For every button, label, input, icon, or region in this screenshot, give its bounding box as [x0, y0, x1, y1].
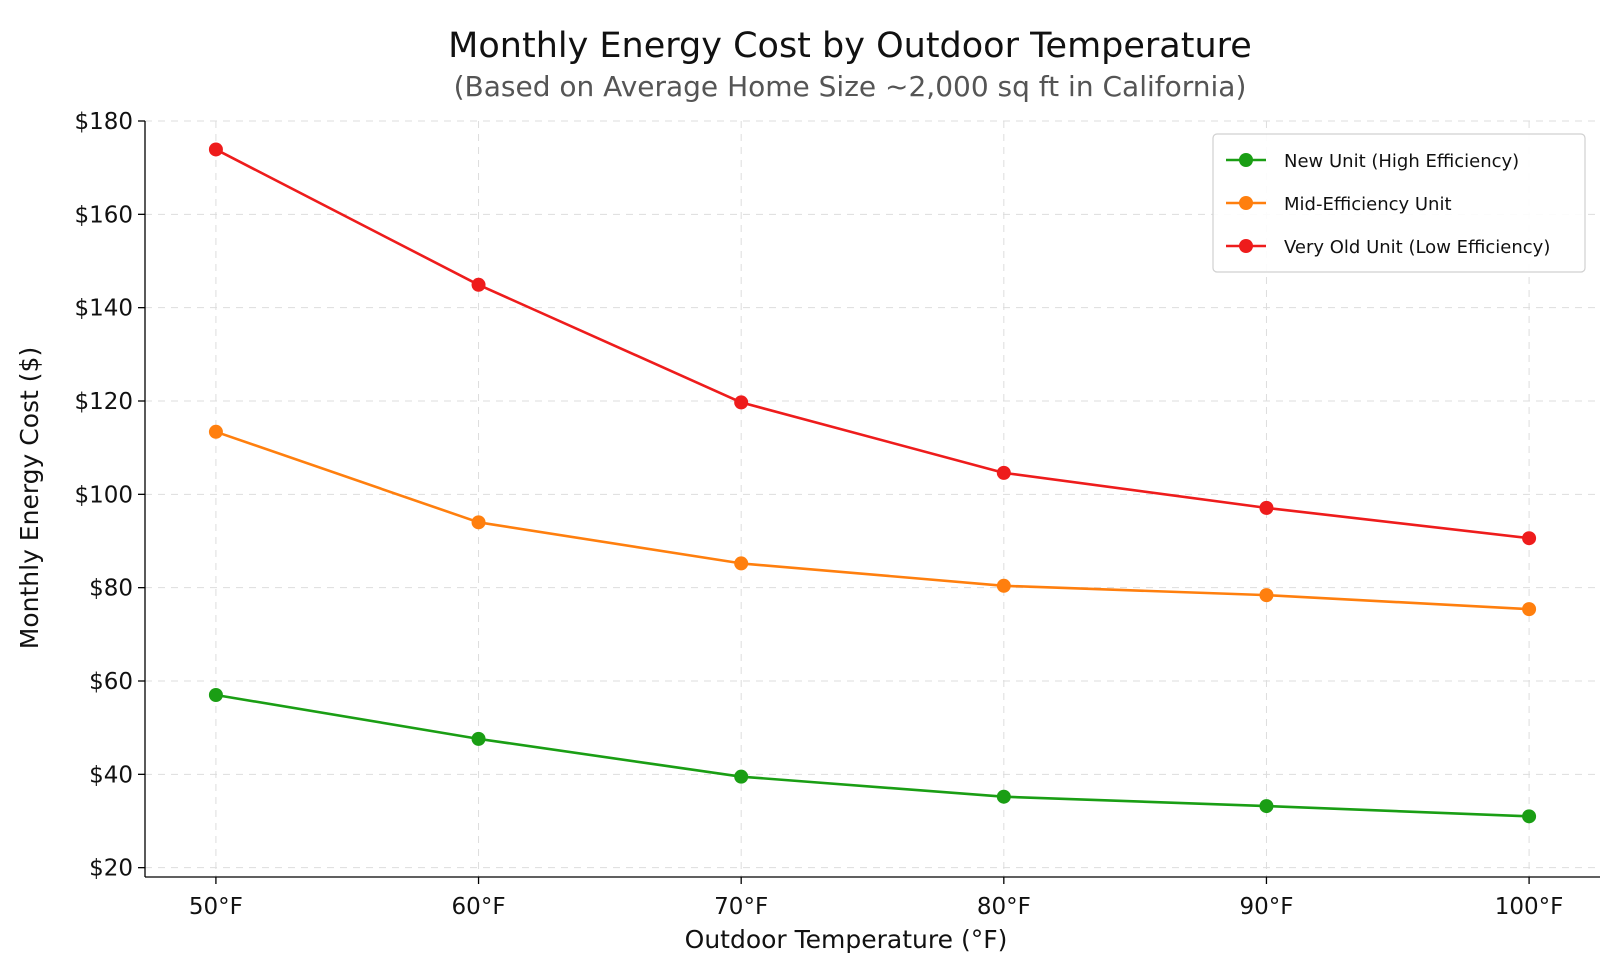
data-point: [1522, 809, 1537, 824]
x-axis-label: Outdoor Temperature (°F): [685, 925, 1008, 954]
legend-item: New Unit (High Efficiency): [1226, 151, 1519, 172]
legend-label: Very Old Unit (Low Efficiency): [1284, 237, 1550, 258]
y-tick-label: $60: [89, 669, 133, 695]
x-tick-label: 50°F: [189, 894, 243, 920]
y-tick-label: $140: [74, 296, 133, 322]
data-point: [734, 769, 749, 784]
series-line: [215, 693, 1530, 818]
y-tick-label: $80: [89, 576, 133, 602]
data-point: [208, 424, 223, 439]
series-0: [208, 688, 1537, 824]
x-tick-label: 60°F: [452, 894, 506, 920]
legend-item: Very Old Unit (Low Efficiency): [1226, 237, 1550, 258]
y-tick-label: $160: [74, 202, 133, 228]
data-point: [471, 515, 486, 530]
data-point: [471, 731, 486, 746]
axes-layer: $20 $40 $60 $80 $100 $120 $140 $160 $180 50°F 60°F…: [74, 109, 1600, 920]
data-point: [1259, 588, 1274, 603]
x-tick-label: 70°F: [714, 894, 768, 920]
legend-swatch-marker: [1239, 239, 1253, 253]
legend-swatch-marker: [1239, 196, 1253, 210]
data-point: [734, 395, 749, 410]
y-tick-label: $20: [89, 856, 133, 882]
y-tick-label: $120: [74, 389, 133, 415]
data-point: [471, 277, 486, 292]
chart-subtitle: (Based on Average Home Size ~2,000 sq ft…: [454, 70, 1247, 103]
data-point: [1522, 531, 1537, 546]
data-point: [734, 556, 749, 571]
y-axis-label: Monthly Energy Cost ($): [15, 347, 44, 649]
data-point: [996, 578, 1011, 593]
data-point: [996, 789, 1011, 804]
y-tick-label: $100: [74, 482, 133, 508]
chart-title: Monthly Energy Cost by Outdoor Temperatu…: [448, 26, 1252, 66]
data-point: [208, 688, 223, 702]
x-tick-label: 90°F: [1239, 894, 1293, 920]
legend: New Unit (High Efficiency) Mid-Efficiency…: [1212, 133, 1586, 273]
data-point: [1259, 500, 1274, 515]
legend-box: [1212, 133, 1586, 273]
series-line: [215, 148, 1530, 540]
data-point: [1522, 602, 1537, 617]
data-point: [996, 465, 1011, 480]
x-tick-label: 80°F: [977, 894, 1031, 920]
legend-label: New Unit (High Efficiency): [1284, 151, 1519, 172]
y-tick-label: $180: [74, 109, 133, 135]
data-point: [1259, 799, 1274, 814]
series-2: [208, 142, 1537, 546]
x-tick-label: 100°F: [1495, 894, 1564, 920]
legend-swatch-marker: [1239, 153, 1253, 167]
series-layer: [208, 142, 1537, 824]
data-point: [208, 142, 223, 157]
legend-label: Mid-Efficiency Unit: [1284, 194, 1452, 215]
legend-item: Mid-Efficiency Unit: [1226, 194, 1452, 215]
series-1: [208, 424, 1537, 617]
series-line: [215, 430, 1530, 611]
y-tick-label: $40: [89, 762, 133, 788]
